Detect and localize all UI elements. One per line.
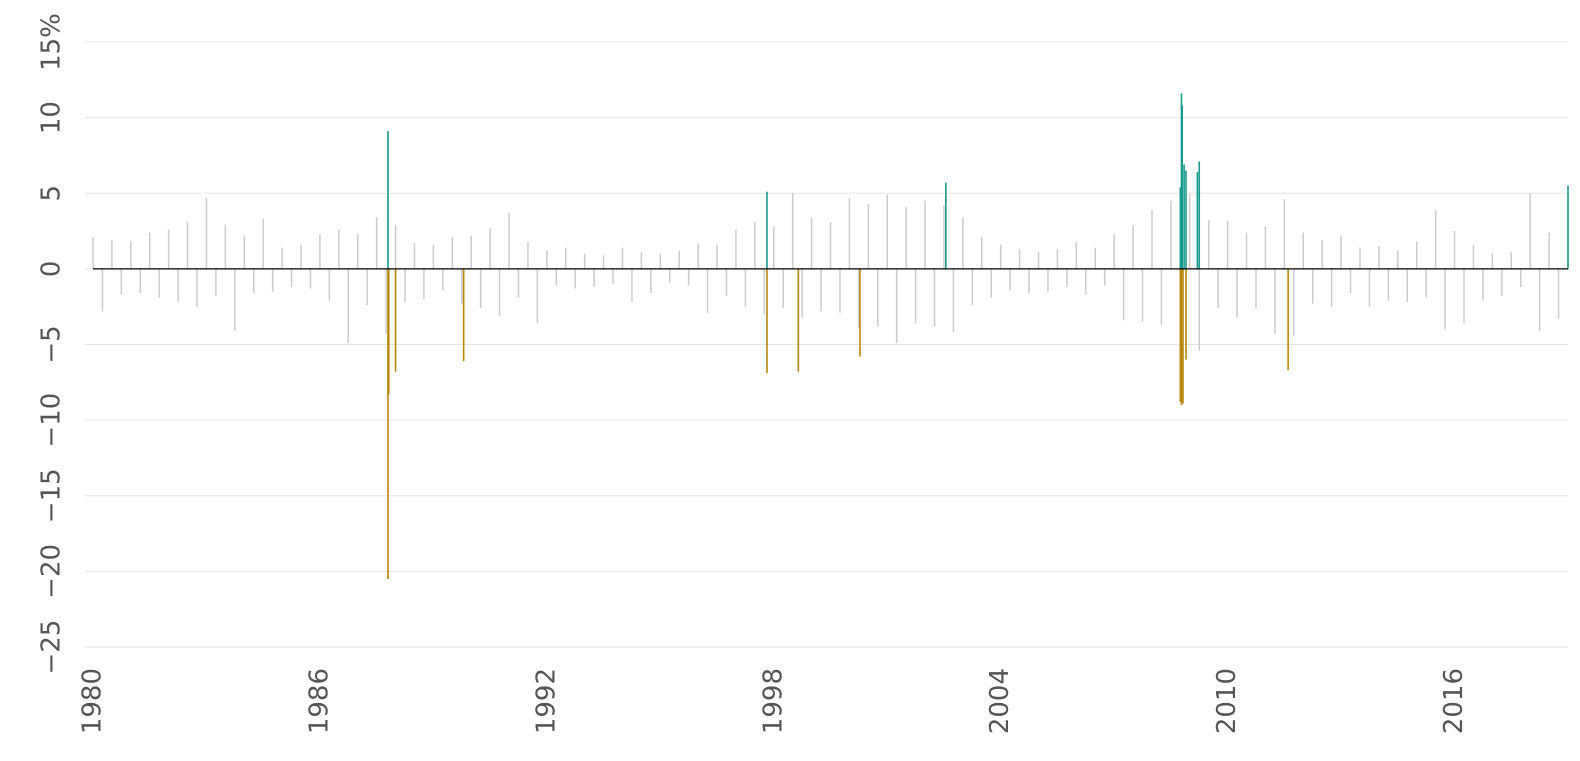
y-tick-label: 10 <box>37 101 67 134</box>
x-tick-label: 1980 <box>78 668 108 734</box>
x-tick-label: 1992 <box>531 668 561 734</box>
x-tick-label: 1986 <box>304 668 334 734</box>
y-tick-label: −25 <box>37 620 67 675</box>
y-tick-label: 0 <box>37 261 67 278</box>
x-tick-label: 2010 <box>1212 668 1242 734</box>
y-tick-label: −5 <box>37 325 67 363</box>
y-tick-label: 15% <box>37 13 67 71</box>
y-tick-label: 5 <box>37 185 67 202</box>
x-tick-label: 1998 <box>758 668 788 734</box>
x-tick-label: 2004 <box>985 668 1015 734</box>
y-tick-label: −15 <box>37 468 67 523</box>
y-tick-label: −20 <box>37 544 67 599</box>
x-tick-label: 2016 <box>1439 668 1469 734</box>
y-tick-label: −10 <box>37 393 67 448</box>
